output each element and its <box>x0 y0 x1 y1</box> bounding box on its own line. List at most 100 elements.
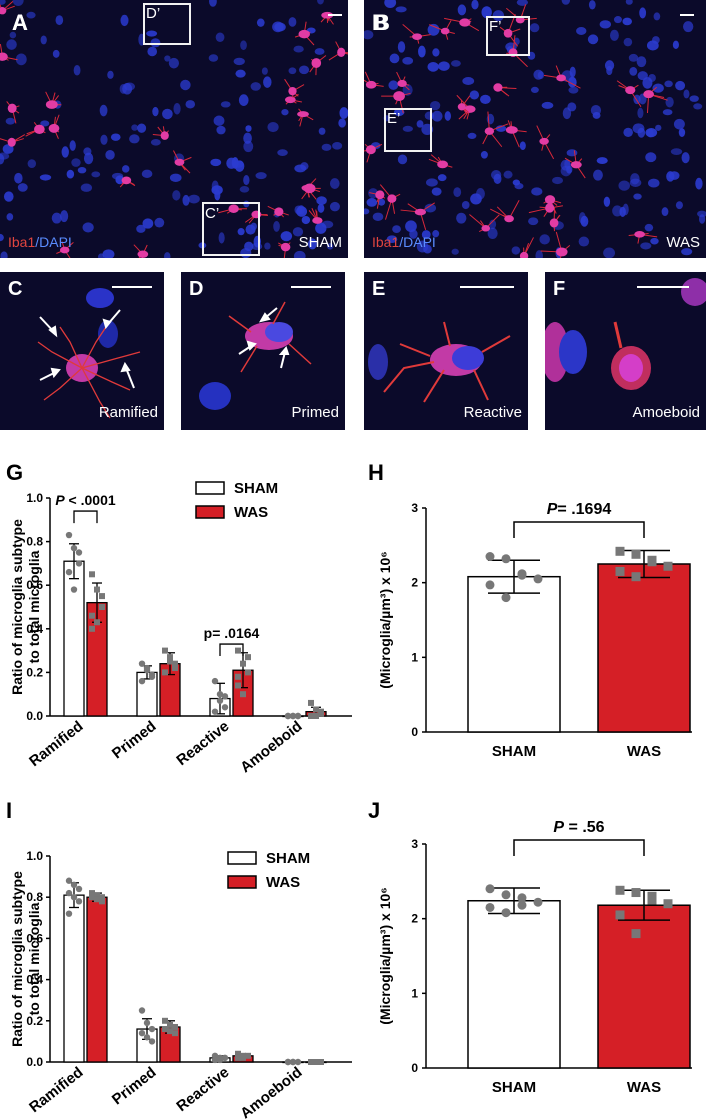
dapi-nucleus <box>71 158 81 167</box>
microglia-soma <box>7 103 17 113</box>
dapi-nucleus <box>648 74 656 82</box>
dapi-nucleus <box>561 0 571 5</box>
dapi-nucleus <box>239 185 250 193</box>
data-point-was <box>167 654 173 661</box>
dapi-nucleus <box>469 90 480 100</box>
dapi-nucleus <box>115 175 124 185</box>
data-point-sham <box>70 586 78 593</box>
data-point-sham <box>65 889 73 897</box>
dapi-nucleus <box>604 60 615 71</box>
data-point-was <box>235 647 241 654</box>
dapi-nucleus <box>5 117 16 125</box>
data-point-sham <box>501 554 511 564</box>
data-point-sham <box>148 1038 156 1045</box>
dapi-nucleus <box>301 215 311 225</box>
data-point-was <box>89 625 95 632</box>
microglia-soma <box>459 18 471 27</box>
category-label-sham: SHAM <box>492 1079 536 1096</box>
dapi-nucleus <box>245 125 252 132</box>
stain-iba1: Iba1 <box>8 234 36 250</box>
category-label-primed: Primed <box>109 1064 160 1109</box>
microglia-soma <box>481 225 491 232</box>
dapi-nucleus <box>566 149 578 157</box>
dapi-nucleus <box>321 220 334 229</box>
dapi-nucleus <box>670 148 683 155</box>
dapi-nucleus <box>629 67 638 76</box>
category-label-ramified: Ramified <box>26 1064 86 1116</box>
dapi-nucleus <box>492 10 505 22</box>
dapi-nucleus <box>569 66 576 78</box>
data-point-was <box>631 888 641 898</box>
dapi-nucleus <box>490 170 502 180</box>
y-tick-label: 2 <box>411 912 418 926</box>
dapi-nucleus <box>665 96 674 108</box>
data-point-sham <box>138 1007 146 1014</box>
inset-box-c-prime <box>202 202 260 256</box>
microglia-soma <box>303 183 316 194</box>
y-tick-label: 0.4 <box>26 973 43 987</box>
dapi-nucleus <box>317 203 325 213</box>
scale-bar <box>328 14 342 16</box>
data-point-sham <box>221 693 229 700</box>
data-point-sham <box>485 552 495 562</box>
scale-bar <box>460 286 514 288</box>
microglia-soma <box>284 96 296 104</box>
data-point-sham <box>216 1056 224 1064</box>
dapi-nucleus <box>280 231 293 242</box>
dapi-nucleus <box>640 242 652 250</box>
dapi-nucleus <box>653 12 661 21</box>
data-point-sham <box>75 898 83 905</box>
dapi-nucleus <box>644 223 654 232</box>
significance-bracket <box>513 521 645 538</box>
category-label-reactive: Reactive <box>173 1064 232 1115</box>
dapi-nucleus <box>402 57 414 65</box>
dapi-nucleus <box>395 6 407 13</box>
chart-g-subtype-ratio: 0.0 0.2 0.4 0.6 0.8 1.0 Ratio of microglia sub… <box>9 480 352 776</box>
dapi-nucleus <box>576 26 587 35</box>
dapi-nucleus <box>639 7 647 19</box>
microglia-soma <box>0 52 8 61</box>
dapi-nucleus <box>421 230 431 240</box>
dapi-nucleus <box>141 169 153 179</box>
dapi-nucleus <box>91 171 101 178</box>
bar-sham-ramified <box>63 560 85 717</box>
dapi-nucleus <box>146 30 158 37</box>
microglia-soma <box>484 127 495 135</box>
data-point-sham <box>216 691 224 698</box>
dapi-nucleus <box>438 61 450 71</box>
dapi-nucleus <box>389 53 400 64</box>
micrograph-sham: D’ C’ Iba1/DAPI SHAM <box>0 0 348 258</box>
microglia-soma <box>493 83 503 92</box>
dapi-nucleus <box>180 79 191 91</box>
microglia-soma <box>274 207 284 217</box>
microglia-soma <box>174 158 185 166</box>
dapi-nucleus <box>402 125 413 132</box>
dapi-nucleus <box>220 101 231 108</box>
dapi-nucleus <box>678 128 686 137</box>
data-point-sham <box>143 1034 151 1041</box>
dapi-nucleus <box>637 127 646 138</box>
data-point-was <box>631 572 641 582</box>
y-axis-label: Ratio of microglia subtypeto total micro… <box>9 871 42 1047</box>
micrograph-was: F’ E’ Iba1/DAPI WAS <box>364 0 706 258</box>
micrograph-reactive: E Reactive <box>364 272 528 430</box>
dapi-nucleus <box>332 142 343 150</box>
y-tick-label: 1.0 <box>26 491 43 505</box>
inset-box-d-prime <box>143 3 191 45</box>
dapi-nucleus <box>681 248 693 256</box>
panel-letter-B: B <box>372 10 388 35</box>
dapi-nucleus <box>39 174 52 181</box>
panel-letter-H: H <box>368 460 384 485</box>
panel-letter-A: A <box>12 10 28 35</box>
data-point-sham <box>75 549 83 556</box>
dapi-nucleus <box>40 35 47 45</box>
data-point-was <box>663 561 673 571</box>
dapi-nucleus <box>587 34 599 45</box>
dapi-nucleus <box>516 0 529 6</box>
microglia-soma <box>544 195 556 205</box>
dapi-nucleus <box>646 128 654 138</box>
dapi-nucleus <box>238 94 249 107</box>
data-point-was <box>172 1030 178 1037</box>
dapi-nucleus <box>213 115 225 126</box>
microglia-soma <box>515 16 525 24</box>
